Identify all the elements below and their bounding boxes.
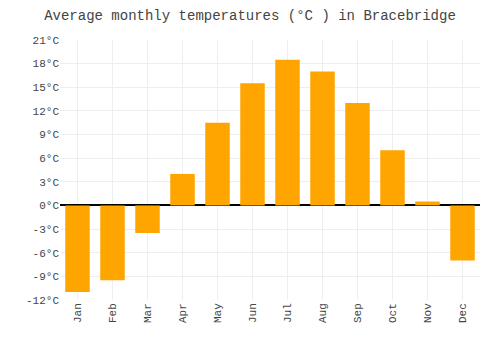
- svg-text:-6°C: -6°C: [33, 248, 60, 260]
- svg-text:Mar: Mar: [142, 303, 154, 323]
- svg-text:15°C: 15°C: [33, 82, 60, 94]
- svg-text:Jan: Jan: [72, 303, 84, 323]
- svg-text:Nov: Nov: [422, 303, 434, 323]
- svg-text:May: May: [212, 303, 224, 323]
- svg-text:Feb: Feb: [107, 303, 119, 323]
- svg-text:Dec: Dec: [457, 303, 469, 323]
- svg-text:21°C: 21°C: [33, 35, 60, 47]
- svg-text:Aug: Aug: [317, 303, 329, 323]
- svg-text:Oct: Oct: [387, 303, 399, 323]
- svg-text:-3°C: -3°C: [33, 224, 60, 236]
- svg-text:6°C: 6°C: [39, 153, 59, 165]
- svg-text:9°C: 9°C: [39, 129, 59, 141]
- svg-text:3°C: 3°C: [39, 177, 59, 189]
- svg-text:12°C: 12°C: [33, 106, 60, 118]
- svg-text:18°C: 18°C: [33, 58, 60, 70]
- svg-text:Sep: Sep: [352, 303, 364, 323]
- svg-text:Jul: Jul: [282, 303, 294, 323]
- svg-text:Jun: Jun: [247, 303, 259, 323]
- svg-text:-12°C: -12°C: [26, 295, 59, 307]
- svg-text:Average monthly temperatures (: Average monthly temperatures (°C ) in Br…: [44, 8, 456, 24]
- svg-text:0°C: 0°C: [39, 200, 59, 212]
- svg-text:Apr: Apr: [177, 303, 189, 323]
- svg-text:-9°C: -9°C: [33, 271, 60, 283]
